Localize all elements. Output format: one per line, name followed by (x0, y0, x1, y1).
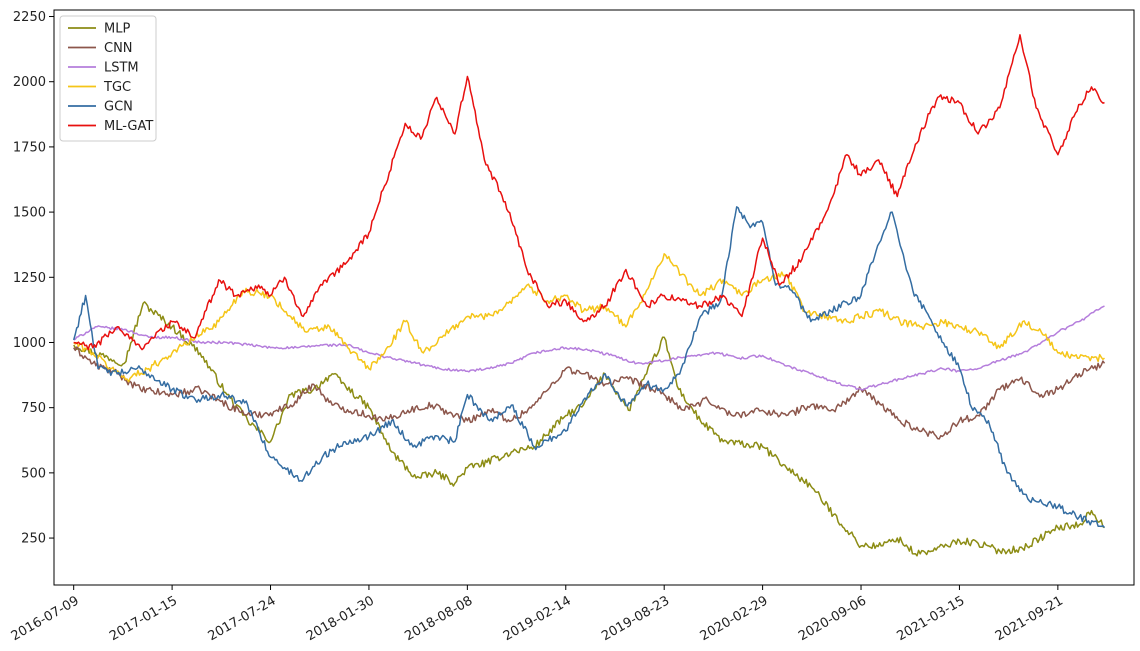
plot-frame (53, 9, 1135, 586)
y-tick-label: 250 (21, 532, 46, 547)
legend-label-mlp: MLP (104, 22, 130, 37)
x-tick-label: 2017-01-15 (107, 593, 180, 644)
series-line-gcn (72, 206, 1106, 529)
x-tick-label: 2019-02-14 (501, 593, 574, 644)
series-line-mlp (73, 301, 1105, 557)
legend-label-cnn: CNN (104, 41, 133, 56)
series-line-tgc (73, 253, 1105, 383)
y-tick-label: 750 (21, 401, 46, 416)
legend-label-tgc: TGC (103, 80, 131, 95)
y-tick-label: 2250 (13, 10, 46, 25)
y-axis: 250 500 750 1000 1250 1500 1750 2000 2250 (13, 10, 54, 547)
series-layer (72, 34, 1106, 557)
series-line-lstm (73, 305, 1105, 391)
series-line-ml-gat (73, 34, 1105, 351)
y-tick-label: 2000 (13, 75, 46, 90)
legend-label-gcn: GCN (104, 100, 133, 115)
x-tick-label: 2018-01-30 (304, 593, 377, 644)
legend-label-lstm: LSTM (104, 61, 139, 76)
series-line-cnn (73, 346, 1106, 440)
y-tick-label: 1250 (13, 271, 46, 286)
x-tick-label: 2017-07-24 (206, 593, 279, 644)
y-tick-label: 1500 (13, 206, 46, 221)
x-tick-label: 2016-07-09 (9, 593, 82, 644)
y-tick-label: 1000 (13, 336, 46, 351)
legend: MLP CNN LSTM TGC GCN ML-GAT (59, 15, 157, 142)
x-axis: 2016-07-09 2017-01-15 2017-07-24 2018-01-30… (9, 585, 1066, 644)
x-tick-label: 2021-09-21 (993, 593, 1066, 644)
x-tick-label: 2021-03-15 (894, 593, 967, 644)
plot-background (54, 10, 1134, 585)
y-tick-label: 500 (21, 466, 46, 481)
y-tick-label: 1750 (13, 140, 46, 155)
x-tick-label: 2019-08-23 (599, 593, 672, 644)
x-tick-label: 2020-02-29 (698, 593, 771, 644)
legend-label-ml-gat: ML-GAT (104, 119, 153, 134)
x-tick-label: 2020-09-06 (796, 593, 869, 644)
x-tick-label: 2018-08-08 (402, 593, 475, 644)
